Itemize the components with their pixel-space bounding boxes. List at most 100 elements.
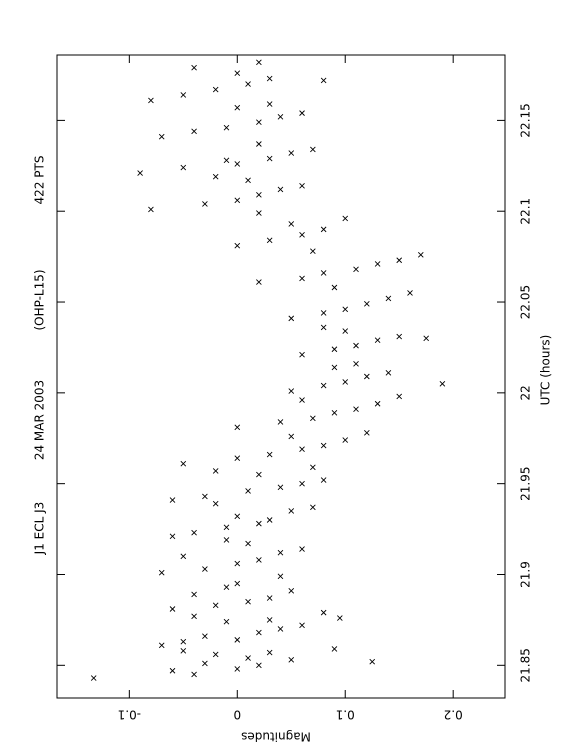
chart-title: (OHP-L15) <box>33 269 47 330</box>
point <box>202 201 208 207</box>
point <box>320 442 327 449</box>
point <box>374 400 381 407</box>
point <box>191 128 197 135</box>
point <box>245 598 251 605</box>
point <box>331 284 338 291</box>
point <box>288 588 295 594</box>
point <box>148 97 154 104</box>
point <box>288 315 295 322</box>
point <box>277 484 284 491</box>
point <box>212 651 219 658</box>
point <box>256 520 262 527</box>
point <box>396 333 403 340</box>
point <box>385 370 392 376</box>
point <box>169 497 176 503</box>
point <box>299 622 305 629</box>
point <box>223 537 230 543</box>
point <box>191 613 197 620</box>
plot-frame <box>56 54 506 699</box>
point <box>331 646 338 652</box>
point <box>288 388 295 394</box>
point <box>234 580 241 587</box>
point <box>266 75 273 82</box>
chart-title: 422 PTS <box>33 156 47 205</box>
point <box>423 335 430 342</box>
point <box>266 101 273 107</box>
point <box>364 373 370 380</box>
point <box>169 606 176 612</box>
point <box>353 266 359 273</box>
point <box>266 155 273 162</box>
point <box>180 647 187 654</box>
point <box>353 406 359 413</box>
point <box>169 667 176 674</box>
point <box>212 468 219 474</box>
point <box>256 279 262 285</box>
x-tick-label: 22 <box>519 385 533 400</box>
point <box>407 290 413 296</box>
point <box>256 119 262 126</box>
point <box>337 615 343 621</box>
x-tick-label: 22.15 <box>519 103 533 137</box>
point <box>180 92 187 98</box>
point <box>245 81 251 87</box>
point <box>266 649 273 656</box>
x-tick-label: 21.95 <box>519 466 533 500</box>
point <box>299 351 305 358</box>
point <box>256 471 262 478</box>
y-axis-label: Magnitudes <box>241 730 311 744</box>
point <box>191 64 197 71</box>
point <box>320 382 327 389</box>
point <box>223 618 230 625</box>
point <box>417 251 424 258</box>
point <box>191 529 197 536</box>
point <box>331 364 338 371</box>
x-axis-label: UTC (hours) <box>539 335 553 406</box>
point <box>288 508 295 514</box>
point <box>396 257 403 264</box>
point <box>320 324 327 331</box>
point <box>299 480 305 487</box>
point <box>364 429 370 436</box>
point <box>299 397 305 403</box>
point <box>245 540 251 547</box>
point <box>277 419 284 425</box>
point <box>310 248 316 254</box>
point <box>342 437 349 443</box>
point <box>245 177 251 184</box>
x-tick-label: 21.85 <box>519 648 533 682</box>
point <box>180 638 187 645</box>
point <box>288 221 295 227</box>
point <box>158 569 165 576</box>
point <box>396 393 403 400</box>
point <box>256 662 262 669</box>
point <box>212 500 219 507</box>
point <box>331 410 338 416</box>
point <box>310 415 316 422</box>
point <box>234 242 241 249</box>
point <box>234 424 241 431</box>
point <box>234 104 241 111</box>
point <box>148 206 154 213</box>
point <box>320 310 327 316</box>
point <box>223 524 230 531</box>
point <box>158 133 165 140</box>
point <box>158 642 165 649</box>
point <box>266 451 273 458</box>
point <box>202 633 208 640</box>
point <box>223 157 230 164</box>
point <box>353 342 359 349</box>
point <box>288 150 295 156</box>
point <box>299 232 305 238</box>
x-tick-label: 22.05 <box>519 285 533 319</box>
point <box>245 488 251 494</box>
point <box>245 655 251 661</box>
point <box>191 591 197 598</box>
point <box>374 337 381 343</box>
point <box>277 626 284 632</box>
point <box>342 328 349 334</box>
point <box>234 161 241 167</box>
point <box>256 59 262 66</box>
